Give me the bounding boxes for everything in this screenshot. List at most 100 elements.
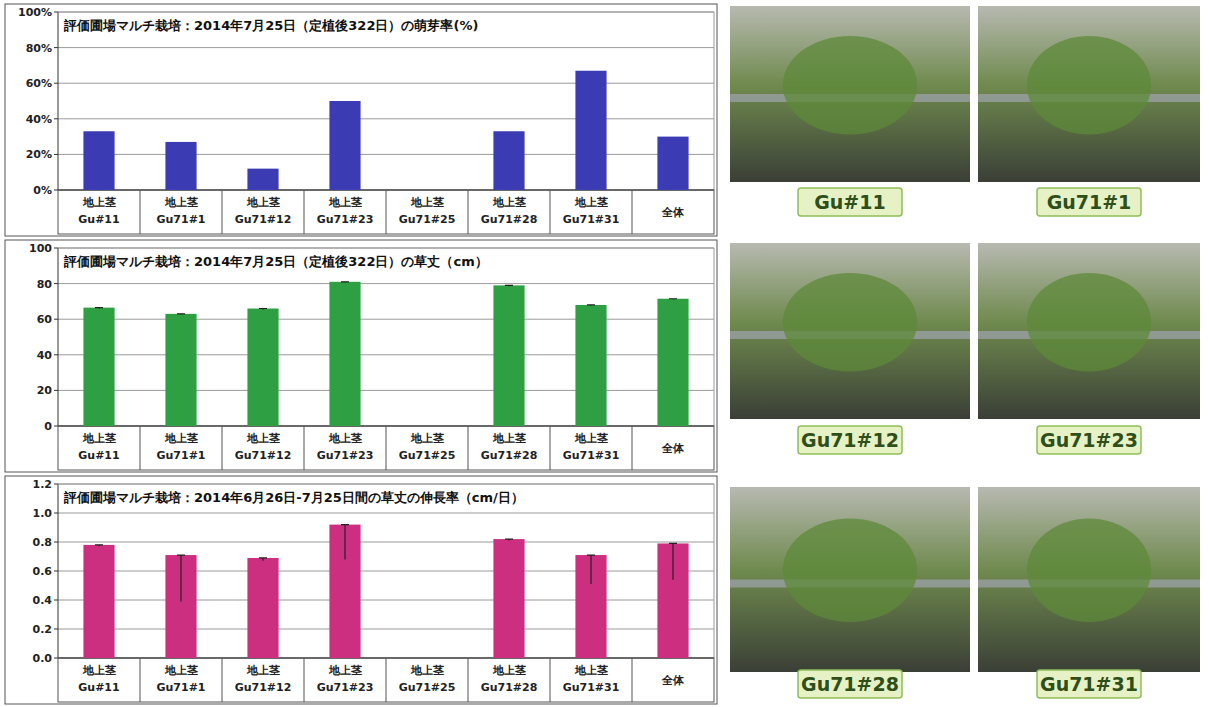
error-bar	[669, 543, 677, 579]
bars	[83, 71, 688, 190]
tick-label: 0.6	[33, 565, 53, 578]
bar	[165, 555, 196, 658]
bar	[411, 190, 442, 191]
tick-mark	[54, 658, 58, 659]
category-divider	[632, 426, 633, 470]
photo	[978, 6, 1200, 182]
plot-frame	[58, 248, 714, 249]
category-line: 地上茎	[246, 196, 280, 209]
category-label: 全体	[661, 206, 685, 219]
bar	[493, 285, 524, 426]
bar	[247, 558, 278, 658]
error-bar	[669, 298, 677, 300]
category-line: Gu#11	[78, 213, 119, 226]
category-divider	[468, 190, 469, 234]
category-line: 全体	[661, 674, 685, 687]
y-axis	[58, 248, 59, 426]
category-divider	[222, 190, 223, 234]
panel-border	[5, 240, 717, 472]
photo-foliage	[783, 36, 917, 135]
bar	[329, 282, 360, 426]
tick-label: 60	[37, 313, 53, 326]
category-line: 地上茎	[82, 432, 116, 445]
grid-line	[58, 390, 714, 391]
tick-label: 0.8	[33, 536, 53, 549]
category-line: 地上茎	[82, 196, 116, 209]
category-line: Gu71#1	[156, 449, 205, 462]
category-label: 地上茎Gu71#1	[156, 196, 205, 226]
plot-frame	[58, 12, 714, 13]
category-line: 地上茎	[328, 196, 362, 209]
tick-label: 20%	[26, 148, 52, 161]
photo-label-box	[798, 426, 902, 454]
chart-panel: 020406080100地上茎Gu#11地上茎Gu71#1地上茎Gu71#12地…	[5, 240, 717, 472]
y-axis	[58, 484, 59, 658]
bar	[83, 131, 114, 190]
category-line: 地上茎	[246, 664, 280, 677]
photo-label-box	[1037, 188, 1141, 216]
photo-foliage	[1027, 36, 1151, 135]
tick-mark	[54, 600, 58, 601]
error-bar	[505, 285, 513, 287]
tick-mark	[54, 390, 58, 391]
category-line: 地上茎	[574, 432, 608, 445]
category-line: Gu71#12	[235, 449, 292, 462]
chart-title: 評価圃場マルチ栽培：2014年6月26日-7月25日間の草丈の伸長率（cm/日）	[63, 490, 524, 505]
category-label: 地上茎Gu71#23	[317, 664, 374, 694]
category-line: 地上茎	[164, 196, 198, 209]
category-label: 地上茎Gu71#1	[156, 664, 205, 694]
tick-mark	[54, 484, 58, 485]
category-divider	[222, 658, 223, 702]
error-bar	[177, 555, 185, 601]
title-patch	[61, 17, 480, 34]
grid-line	[58, 629, 714, 630]
category-divider	[304, 190, 305, 234]
category-table	[58, 426, 714, 470]
photo-foliage	[1027, 273, 1151, 372]
tick-mark	[54, 283, 58, 284]
category-divider	[550, 658, 551, 702]
category-line: Gu71#28	[481, 681, 538, 694]
category-divider	[550, 426, 551, 470]
chart-title: 評価圃場マルチ栽培：2014年7月25日（定植後322日）の草丈（cm）	[63, 254, 488, 269]
tick-label: 60%	[26, 77, 52, 90]
figure: 0%20%40%60%80%100%地上茎Gu#11地上茎Gu71#1地上茎Gu…	[0, 0, 1209, 707]
category-divider	[304, 426, 305, 470]
category-line: 全体	[661, 442, 685, 455]
plot-frame	[714, 12, 715, 190]
category-line: Gu71#28	[481, 213, 538, 226]
tick-mark	[54, 629, 58, 630]
category-label: 地上茎Gu71#25	[399, 664, 456, 694]
panel-border	[5, 476, 717, 704]
photo-label: Gu71#31	[1040, 673, 1138, 695]
photo-label-box	[798, 188, 902, 216]
bar	[657, 137, 688, 190]
category-line: Gu71#25	[399, 213, 456, 226]
category-label: 地上茎Gu71#12	[235, 664, 292, 694]
category-label: 地上茎Gu#11	[78, 432, 119, 462]
category-line: 全体	[661, 206, 685, 219]
tick-label: 1.2	[33, 478, 53, 491]
error-bar	[259, 308, 267, 310]
chart-title: 評価圃場マルチ栽培：2014年7月25日（定植後322日）の萌芽率(%)	[63, 18, 478, 33]
category-line: 地上茎	[492, 196, 526, 209]
category-divider	[632, 190, 633, 234]
category-divider	[550, 190, 551, 234]
y-axis	[58, 12, 59, 190]
tick-label: 0.2	[33, 623, 53, 636]
tick-mark	[54, 83, 58, 84]
tick-label: 0.0	[33, 652, 53, 665]
grid-line	[58, 513, 714, 514]
tick-label: 80%	[26, 42, 52, 55]
tick-mark	[54, 354, 58, 355]
grid-line	[58, 248, 714, 249]
tick-mark	[54, 542, 58, 543]
category-label: 地上茎Gu71#28	[481, 432, 538, 462]
tick-mark	[54, 154, 58, 155]
plot-frame	[714, 484, 715, 658]
photo-foliage	[783, 273, 917, 372]
bar	[575, 305, 606, 426]
category-line: 地上茎	[410, 432, 444, 445]
grid-line	[58, 542, 714, 543]
category-line: Gu71#31	[563, 449, 620, 462]
